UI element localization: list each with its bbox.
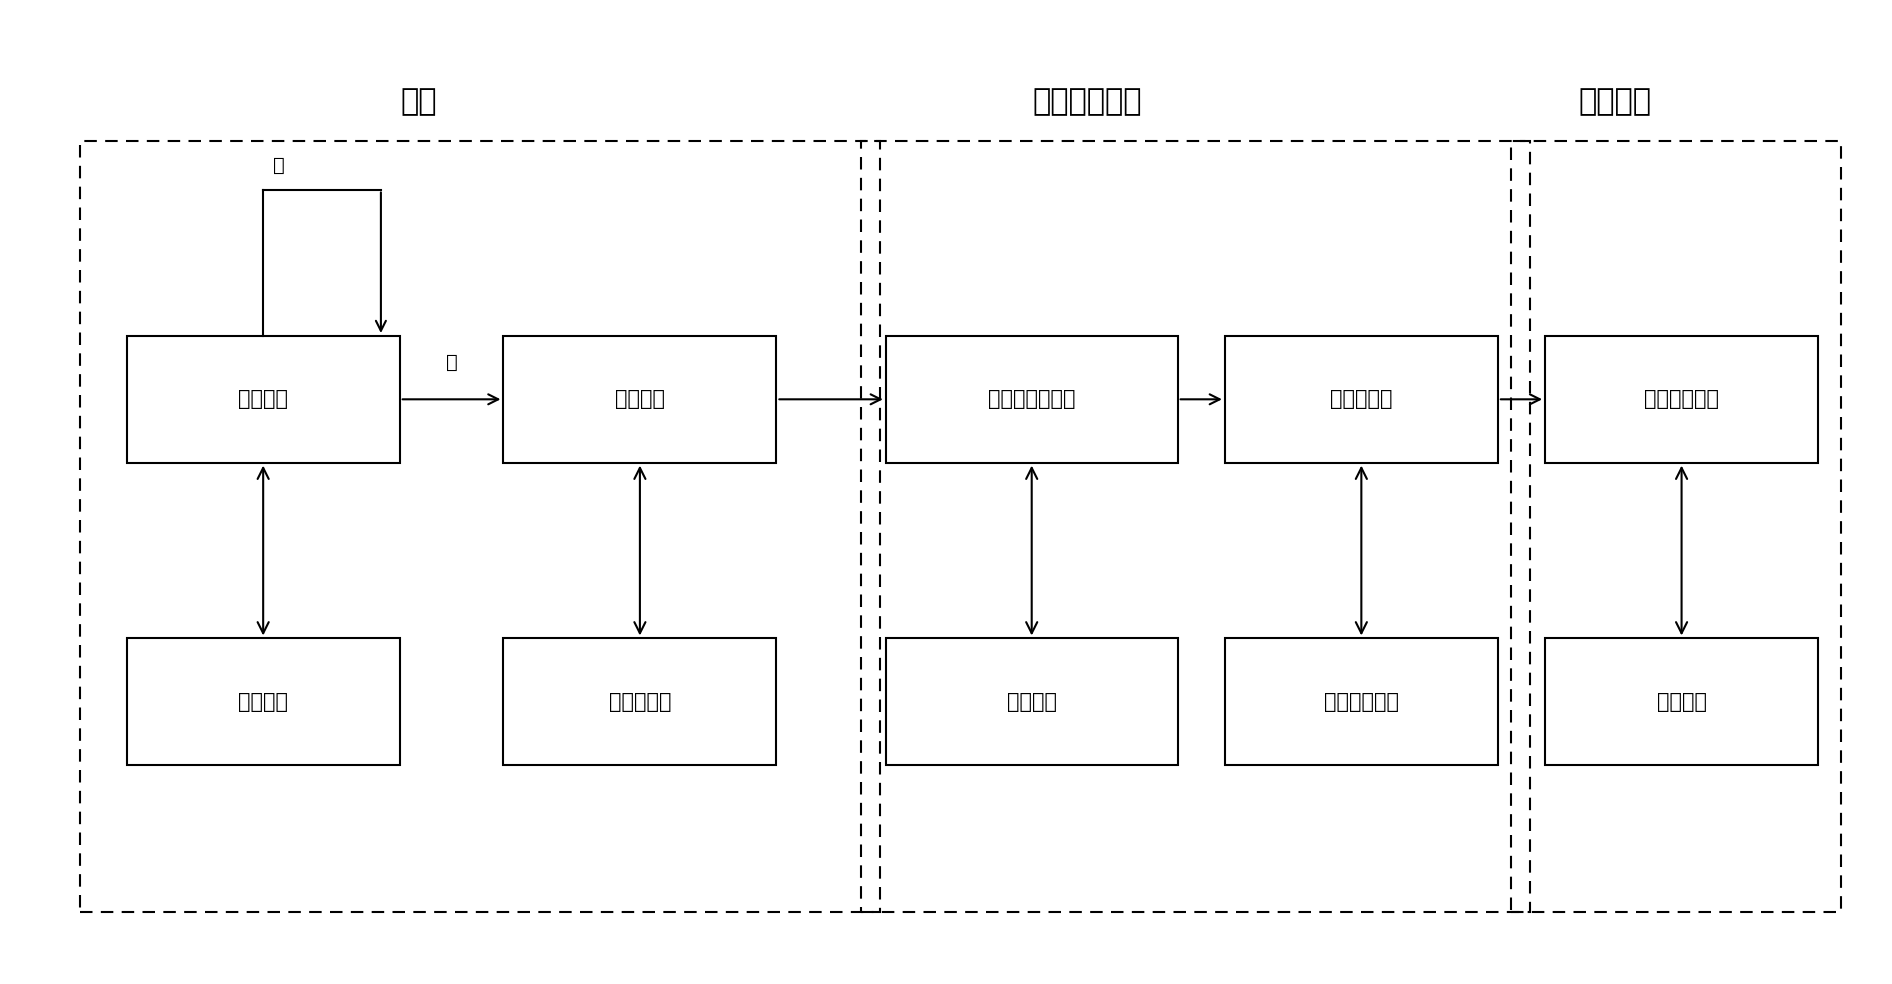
- Text: 表情分析: 表情分析: [1578, 88, 1652, 116]
- Text: 否: 否: [272, 155, 284, 175]
- FancyBboxPatch shape: [1224, 336, 1498, 462]
- FancyBboxPatch shape: [127, 336, 399, 462]
- FancyBboxPatch shape: [127, 639, 399, 766]
- FancyBboxPatch shape: [885, 639, 1177, 766]
- Text: 初始化三维模型: 初始化三维模型: [988, 390, 1075, 409]
- Text: 模糊聚类分析: 模糊聚类分析: [1644, 390, 1720, 409]
- Text: 脸部特征提取: 脸部特征提取: [1033, 88, 1143, 116]
- Text: 人脸检测: 人脸检测: [238, 390, 288, 409]
- Text: 是: 是: [447, 353, 458, 372]
- FancyBboxPatch shape: [503, 336, 776, 462]
- FancyBboxPatch shape: [885, 336, 1177, 462]
- Text: 脸部位置: 脸部位置: [238, 692, 288, 711]
- Text: 形状参数: 形状参数: [1007, 692, 1058, 711]
- Text: 人脸: 人脸: [401, 88, 437, 116]
- Text: 人脸定位: 人脸定位: [615, 390, 664, 409]
- FancyBboxPatch shape: [1224, 639, 1498, 766]
- Text: 多特征跟踪: 多特征跟踪: [1330, 390, 1393, 409]
- FancyBboxPatch shape: [1546, 639, 1818, 766]
- Text: 姿态表情参数: 姿态表情参数: [1324, 692, 1398, 711]
- FancyBboxPatch shape: [503, 639, 776, 766]
- Text: 表情类别: 表情类别: [1657, 692, 1707, 711]
- Text: 脸部归一化: 脸部归一化: [609, 692, 672, 711]
- FancyBboxPatch shape: [1546, 336, 1818, 462]
